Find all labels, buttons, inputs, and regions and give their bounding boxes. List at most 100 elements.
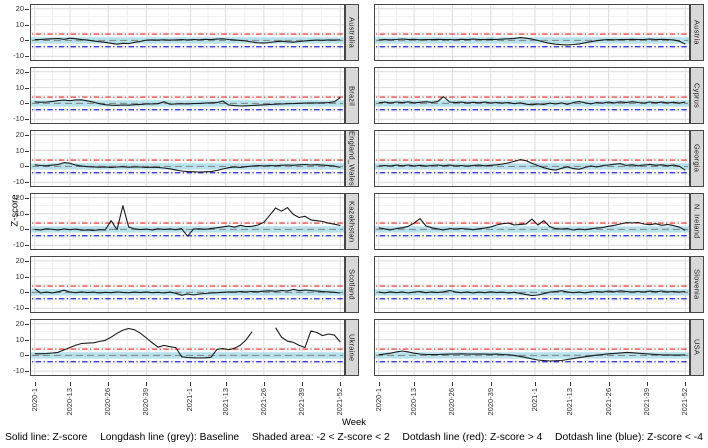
facet-strip-label: Cyprus xyxy=(692,83,702,108)
y-tick-mark xyxy=(25,87,29,89)
y-axis-ticks: 20 10 0 -10 xyxy=(2,67,30,124)
x-tick-label: 2020-26 xyxy=(103,388,113,416)
x-tick-mark xyxy=(108,382,110,386)
x-tick-mark xyxy=(685,382,687,386)
x-axis-title: Week xyxy=(341,417,367,428)
z-score-line xyxy=(34,288,341,296)
y-tick-label: 0 xyxy=(19,224,24,234)
x-tick-mark xyxy=(608,382,610,386)
y-tick-mark xyxy=(25,134,29,136)
z-score-line xyxy=(378,37,686,46)
facet-column-spacer xyxy=(359,130,374,187)
z-score-line xyxy=(378,159,686,171)
y-tick-label: -10 xyxy=(13,114,24,124)
y-tick-label: 20 xyxy=(15,318,24,328)
y-axis-ticks: 20 10 0 -10 xyxy=(2,256,30,313)
z-score-line xyxy=(378,218,686,231)
caption-dotdash-red: Dotdash line (red): Z-score > 4 xyxy=(402,432,543,443)
z-score-line xyxy=(34,327,341,359)
panel-canvas xyxy=(374,4,690,61)
facet-strip-Australia: Australia xyxy=(345,4,359,61)
x-tick-label: 2020-39 xyxy=(141,388,151,416)
corner-spacer xyxy=(2,382,30,439)
facet-strip-Brazil: Brazil xyxy=(345,67,359,124)
x-tick-label: 2021-1 xyxy=(529,388,539,412)
caption-solid-line: Solid line: Z-score xyxy=(5,432,88,443)
panel-canvas xyxy=(374,319,690,376)
y-tick-label: 0 xyxy=(19,287,24,297)
facet-strip-label: N. Ireland xyxy=(692,204,702,239)
panel-canvas xyxy=(30,4,345,61)
y-tick-mark xyxy=(25,308,29,310)
y-tick-mark xyxy=(25,213,29,215)
y-tick-label: -10 xyxy=(13,303,24,313)
y-tick-label: 20 xyxy=(15,192,24,202)
facet-strip-N. Ireland: N. Ireland xyxy=(690,193,704,250)
facet-strip-England_Wales: England_Wales xyxy=(345,130,359,187)
y-tick-mark xyxy=(25,323,29,325)
y-axis-ticks: 20 10 0 -10 xyxy=(2,319,30,376)
y-tick-mark xyxy=(25,197,29,199)
spacer xyxy=(359,382,374,439)
facet-panel-Australia xyxy=(30,4,345,61)
x-tick-mark xyxy=(452,382,454,386)
z-score-line xyxy=(34,205,341,237)
spacer xyxy=(345,382,359,439)
x-tick-mark xyxy=(646,382,648,386)
y-tick-label: -10 xyxy=(13,51,24,61)
facet-strip-Georgia: Georgia xyxy=(690,130,704,187)
x-axis-ticks: 2020-1 2020-13 2020-26 2020-39 2021-1 2021-13… xyxy=(374,382,690,422)
y-tick-label: 10 xyxy=(15,334,24,344)
z-score-line xyxy=(34,37,341,45)
y-tick-mark xyxy=(25,339,29,341)
facet-panel-Brazil xyxy=(30,67,345,124)
figure-caption: Solid line: Z-score Longdash line (grey)… xyxy=(0,432,708,443)
y-axis-ticks: 20 10 0 -10 xyxy=(2,130,30,187)
facet-strip-label: Ukraine xyxy=(347,333,357,362)
x-tick-label: 2020-39 xyxy=(485,388,495,416)
panel-canvas xyxy=(30,256,345,313)
x-tick-mark xyxy=(340,382,342,386)
x-tick-mark xyxy=(490,382,492,386)
z-score-line xyxy=(378,350,686,362)
x-tick-label: 2020-1 xyxy=(373,388,383,412)
x-tick-label: 2021-13 xyxy=(565,388,575,416)
panel-canvas xyxy=(30,130,345,187)
panel-canvas xyxy=(30,67,345,124)
x-axis-ticks: 2020-1 2020-13 2020-26 2020-39 2021-1 2021-13… xyxy=(30,382,345,422)
y-tick-label: 20 xyxy=(15,66,24,76)
facet-strip-Cyprus: Cyprus xyxy=(690,67,704,124)
facet-strip-Ukraine: Ukraine xyxy=(345,319,359,376)
x-tick-mark xyxy=(378,382,380,386)
y-tick-mark xyxy=(25,150,29,152)
y-tick-label: 20 xyxy=(15,255,24,265)
y-tick-mark xyxy=(25,245,29,247)
y-tick-label: 0 xyxy=(19,161,24,171)
facet-strip-Scotland: Scotland xyxy=(345,256,359,313)
y-tick-mark xyxy=(25,292,29,294)
y-tick-label: -10 xyxy=(13,240,24,250)
y-axis-title: Z-score xyxy=(9,194,21,227)
panel-canvas xyxy=(374,193,690,250)
facet-strip-label: Scotland xyxy=(347,269,357,300)
x-tick-mark xyxy=(70,382,71,386)
y-tick-mark xyxy=(25,119,29,121)
panel-canvas xyxy=(374,130,690,187)
y-tick-label: 10 xyxy=(15,271,24,281)
y-axis-ticks: 20 10 0 -10 xyxy=(2,193,30,250)
y-tick-label: 10 xyxy=(15,208,24,218)
x-tick-label: 2021-26 xyxy=(603,388,613,416)
y-tick-mark xyxy=(25,56,29,58)
facet-panel-USA xyxy=(374,319,690,376)
x-tick-label: 2021-1 xyxy=(185,388,195,412)
x-tick-mark xyxy=(225,382,227,386)
y-tick-mark xyxy=(25,166,29,168)
x-tick-label: 2020-26 xyxy=(447,388,457,416)
y-tick-label: -10 xyxy=(13,177,24,187)
y-axis-ticks: 20 10 0 -10 xyxy=(2,4,30,61)
x-tick-mark xyxy=(534,382,536,386)
y-tick-label: 0 xyxy=(19,98,24,108)
y-tick-label: 0 xyxy=(19,35,24,45)
x-tick-label: 2020-13 xyxy=(65,388,74,416)
